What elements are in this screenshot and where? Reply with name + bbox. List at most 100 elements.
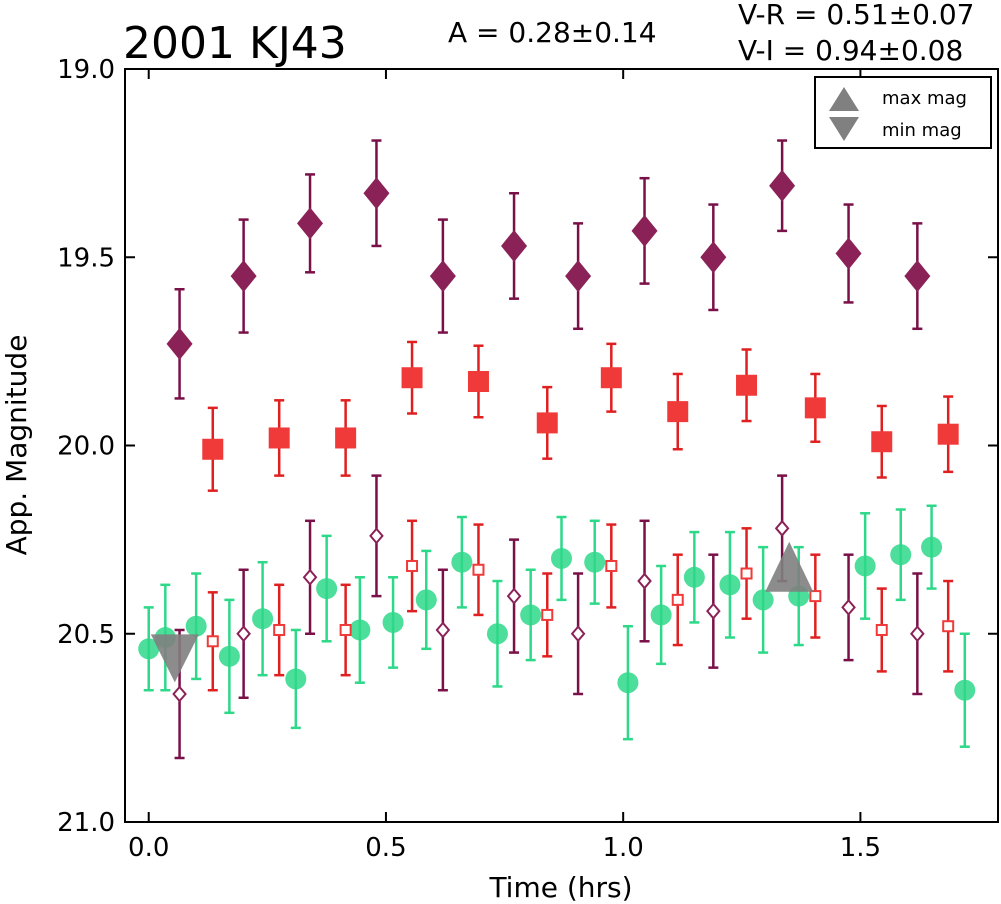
data-point-diamond: [230, 260, 257, 293]
data-point-square: [736, 374, 758, 396]
amplitude-text: A = 0.28±0.14: [448, 16, 657, 49]
data-point-circle: [719, 574, 741, 596]
data-point-open-diamond: [172, 685, 187, 703]
data-point-diamond: [429, 260, 456, 293]
series-square-open: [206, 519, 955, 692]
plot-frame: [124, 68, 999, 823]
min-mag-marker: [150, 634, 199, 683]
data-point-open-diamond: [910, 625, 925, 643]
data-point-circle: [451, 551, 473, 573]
data-point-open-square: [605, 559, 618, 572]
x-tick-label: 1.5: [840, 833, 881, 863]
data-point-circle: [349, 619, 371, 641]
data-point-open-square: [206, 635, 219, 648]
data-point-diamond: [700, 241, 727, 274]
data-point-open-diamond: [435, 621, 451, 639]
data-point-square: [335, 427, 357, 449]
data-point-diamond: [363, 177, 390, 210]
data-point-square: [937, 423, 959, 445]
chart-title: 2001 KJ43: [123, 18, 347, 69]
data-point-open-diamond: [570, 625, 586, 643]
data-point-circle: [921, 536, 943, 558]
legend-max-mag-marker: [829, 87, 859, 111]
data-point-circle: [617, 672, 639, 694]
data-point-circle: [650, 604, 672, 626]
data-point-open-square: [942, 620, 955, 633]
data-point-diamond: [565, 260, 592, 293]
data-point-circle: [285, 668, 307, 690]
data-point-circle: [520, 604, 542, 626]
y-tick-label: 20.0: [57, 432, 115, 462]
legend: max mag min mag: [814, 76, 992, 149]
x-axis-label: Time (hrs): [488, 871, 632, 904]
data-point-diamond: [166, 327, 193, 360]
data-point-open-square: [472, 563, 485, 576]
data-point-open-square: [406, 559, 419, 572]
data-point-circle: [252, 608, 274, 630]
data-point-open-square: [273, 623, 286, 636]
data-point-square: [467, 370, 489, 392]
data-point-open-diamond: [774, 519, 790, 537]
data-point-circle: [551, 547, 572, 569]
series-diamond-filled: [166, 139, 931, 400]
axis-ticks: 0.0 0.5 1.0 1.5 19.0 19.5 20.0 20.5 21.0: [57, 55, 998, 863]
y-tick-label: 19.5: [57, 243, 115, 273]
data-point-open-square: [339, 623, 352, 636]
data-point-diamond: [631, 214, 658, 247]
x-tick-label: 0.0: [128, 833, 169, 863]
y-axis-label: App. Magnitude: [0, 335, 33, 556]
data-point-circle: [185, 615, 207, 637]
plot-area: [138, 139, 976, 760]
data-point-open-diamond: [637, 572, 652, 590]
legend-min-mag-marker: [829, 117, 859, 141]
data-point-circle: [316, 578, 338, 600]
data-point-square: [536, 412, 558, 434]
data-point-open-square: [809, 590, 822, 603]
data-point-open-diamond: [369, 527, 384, 545]
data-point-diamond: [769, 169, 796, 202]
data-point-diamond: [904, 260, 931, 293]
x-tick-label: 0.5: [365, 833, 406, 863]
data-point-circle: [486, 623, 508, 645]
data-point-open-square: [671, 593, 684, 606]
data-point-circle: [890, 544, 912, 566]
data-point-open-diamond: [236, 625, 251, 643]
legend-max-mag-label: max mag: [882, 88, 967, 109]
y-tick-label: 19.0: [57, 55, 115, 85]
series-diamond-open: [172, 474, 925, 760]
data-point-circle: [954, 679, 976, 701]
data-point-square: [804, 397, 826, 419]
y-tick-label: 21.0: [57, 808, 115, 838]
data-point-square: [600, 367, 622, 389]
data-point-square: [268, 427, 290, 449]
legend-min-mag-label: min mag: [882, 120, 962, 141]
data-point-open-diamond: [302, 568, 318, 586]
x-tick-label: 1.0: [602, 833, 643, 863]
color-index-vr: V-R = 0.51±0.07: [738, 0, 974, 31]
data-point-open-diamond: [506, 587, 522, 605]
data-point-circle: [382, 611, 404, 633]
data-point-open-diamond: [841, 598, 856, 616]
data-point-square: [401, 367, 423, 389]
color-index-vi: V-I = 0.94±0.08: [738, 34, 963, 67]
y-tick-label: 20.5: [57, 620, 115, 650]
data-point-square: [202, 438, 224, 460]
series-circle-filled: [138, 504, 976, 748]
data-point-circle: [683, 566, 705, 588]
series-square-filled: [202, 340, 959, 492]
data-point-circle: [752, 589, 774, 611]
data-point-square: [871, 431, 893, 453]
max-mag-marker: [765, 541, 814, 592]
data-point-open-diamond: [706, 602, 721, 620]
data-point-circle: [415, 589, 437, 611]
data-point-square: [667, 401, 689, 423]
data-point-circle: [854, 555, 876, 577]
data-point-diamond: [835, 237, 862, 270]
data-point-circle: [218, 645, 240, 667]
data-point-diamond: [297, 207, 324, 240]
data-point-open-square: [875, 623, 888, 636]
data-point-diamond: [501, 229, 528, 262]
data-point-open-square: [541, 608, 554, 621]
